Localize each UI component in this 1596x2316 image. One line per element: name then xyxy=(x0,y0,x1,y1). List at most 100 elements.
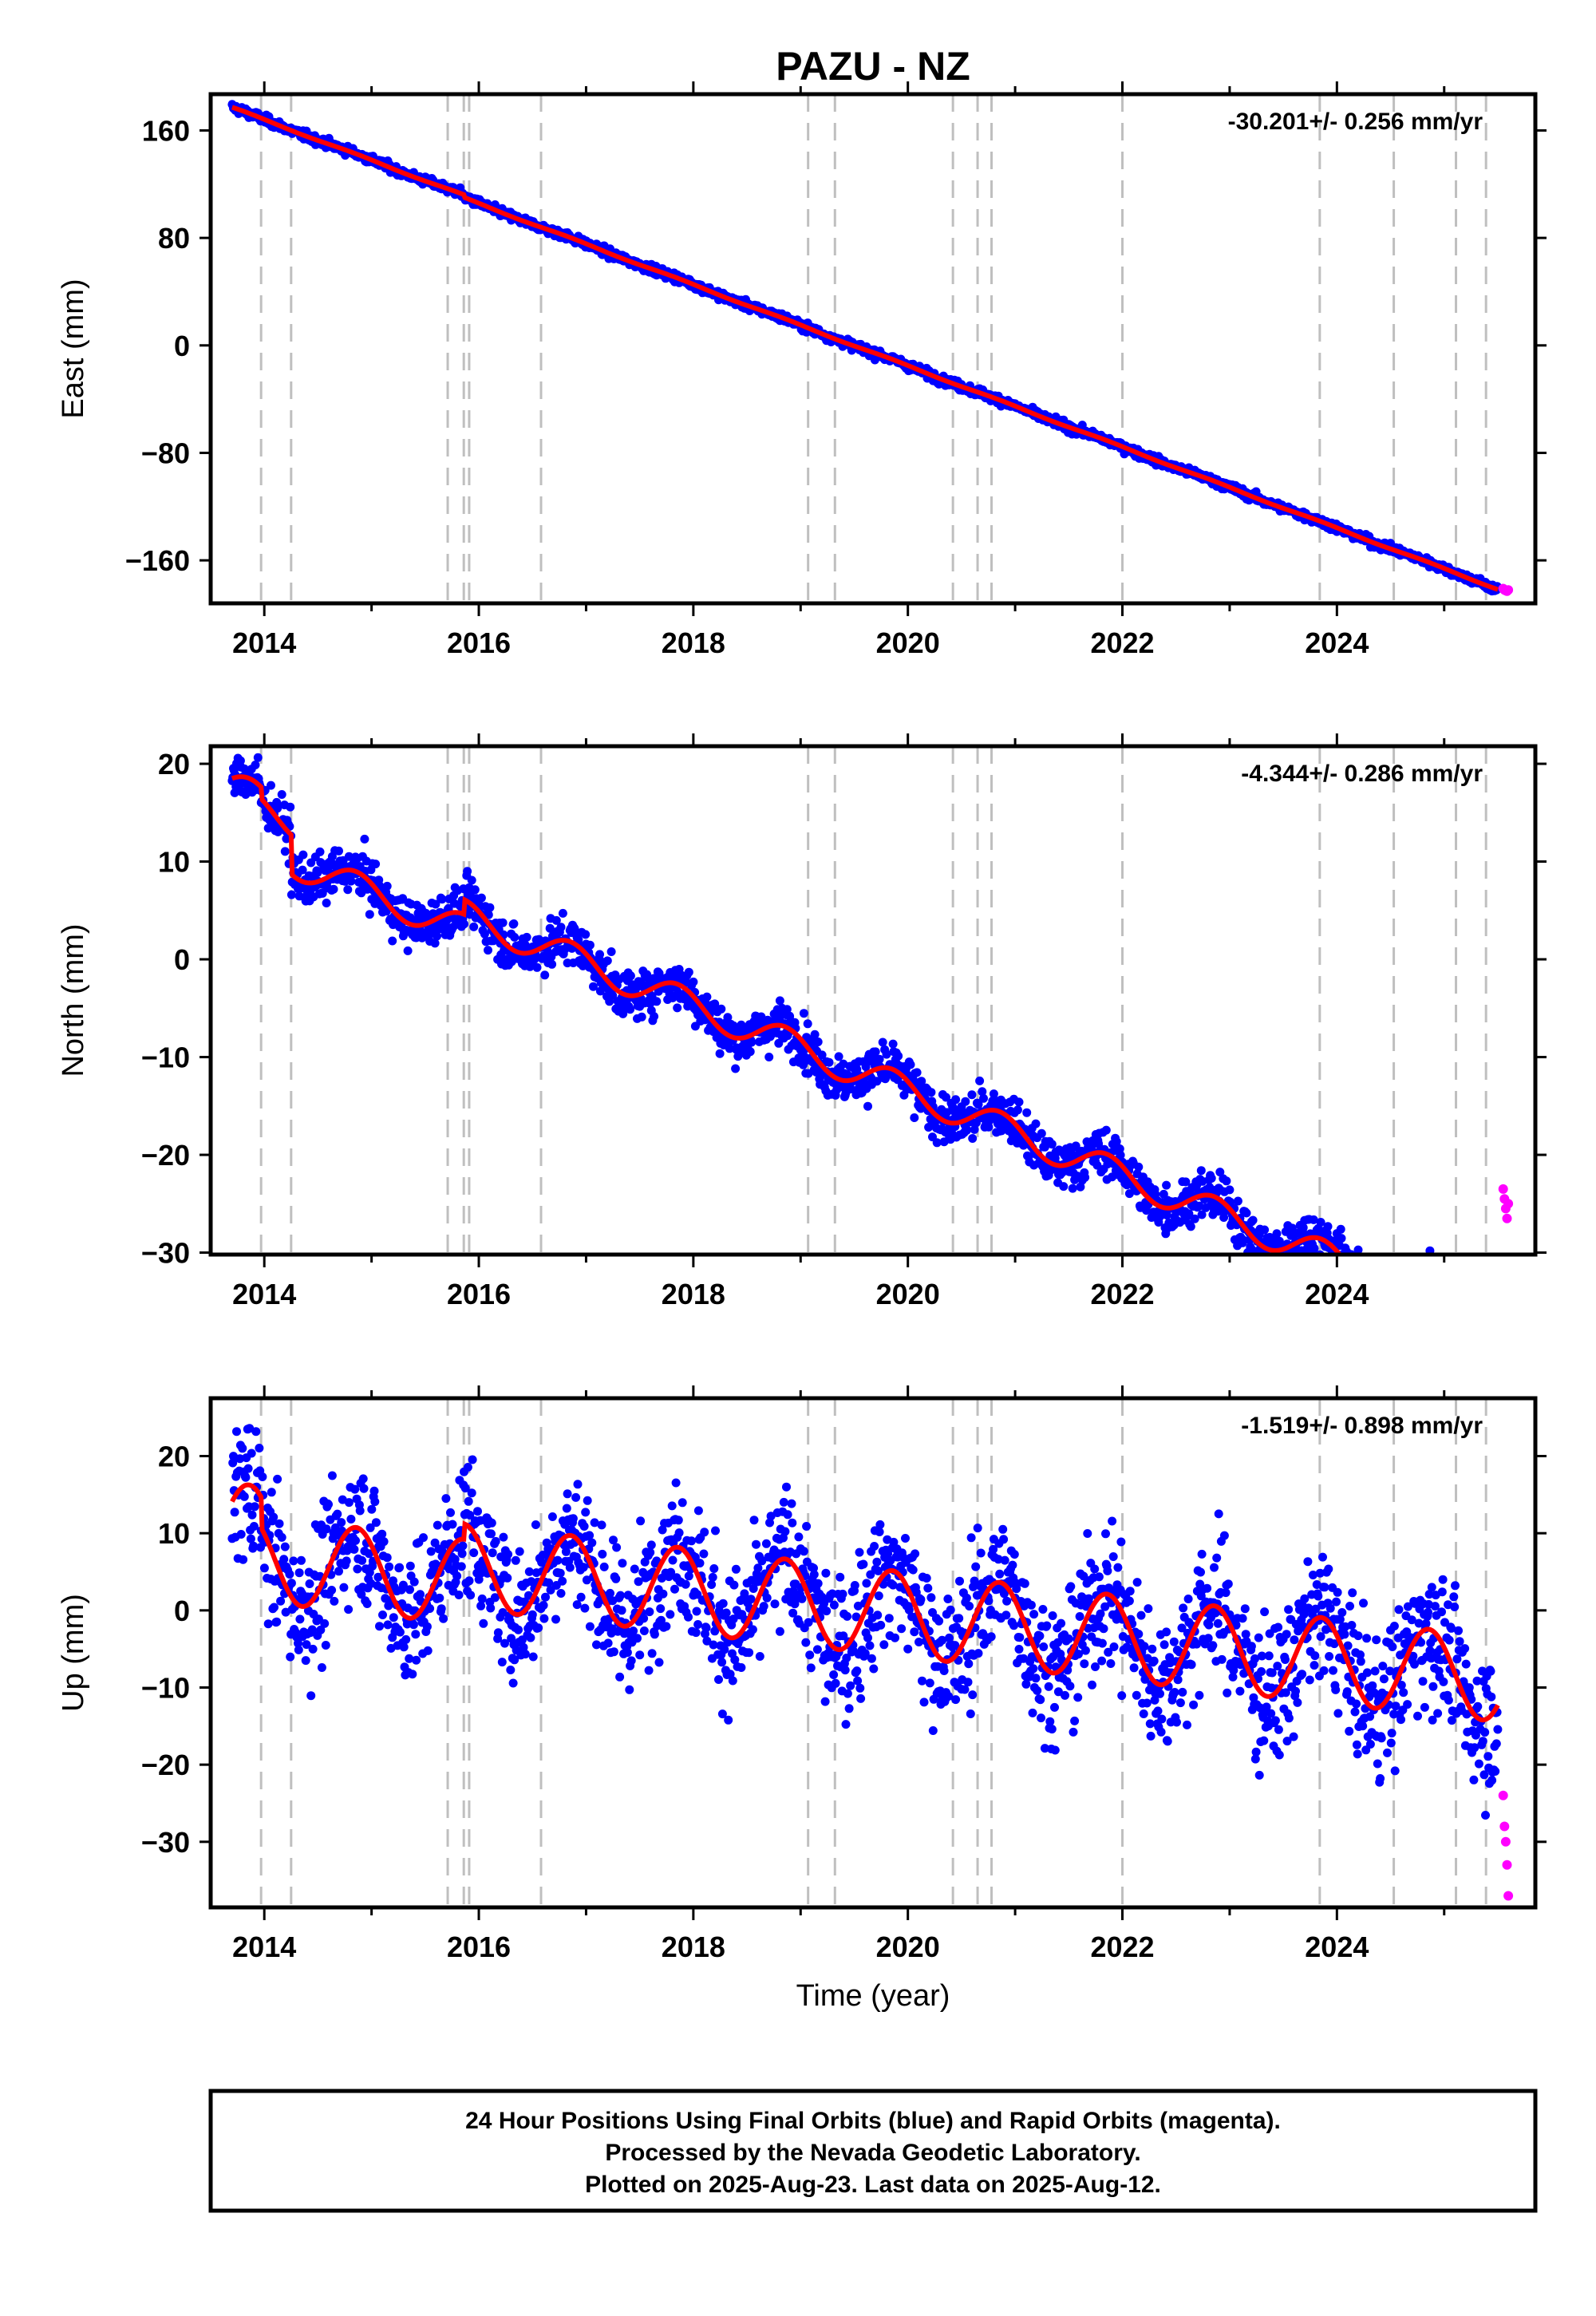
data-point-final xyxy=(1325,1256,1334,1265)
x-tick-label: 2016 xyxy=(447,1278,511,1310)
data-point-final xyxy=(617,1606,626,1615)
data-point-final xyxy=(1475,1328,1483,1337)
data-point-final xyxy=(1455,1311,1464,1320)
data-point-final xyxy=(330,1596,339,1606)
y-tick-label: −10 xyxy=(141,1041,190,1074)
data-point-final xyxy=(1462,1319,1471,1328)
data-point-final xyxy=(761,1539,771,1548)
data-point-final xyxy=(878,1037,887,1047)
data-point-final xyxy=(693,1506,703,1516)
data-point-final xyxy=(599,1562,609,1571)
data-point-final xyxy=(375,1622,384,1631)
data-point-final xyxy=(365,910,374,919)
data-point-final xyxy=(602,956,612,966)
data-point-final xyxy=(1444,1294,1453,1302)
data-point-final xyxy=(1014,1097,1024,1107)
data-point-final xyxy=(1370,1281,1379,1290)
data-point-final xyxy=(797,1594,807,1603)
data-point-final xyxy=(700,1528,709,1537)
data-point-final xyxy=(1415,1258,1424,1267)
data-point-final xyxy=(1116,1150,1125,1160)
data-point-final xyxy=(779,1497,788,1507)
data-point-final xyxy=(1349,1261,1358,1270)
data-point-final xyxy=(367,1504,377,1514)
data-point-final xyxy=(646,1540,656,1550)
data-point-final xyxy=(1428,1297,1437,1306)
data-point-final xyxy=(460,919,468,929)
data-point-final xyxy=(327,1586,337,1595)
data-point-final xyxy=(1470,1351,1479,1360)
data-point-final xyxy=(668,1555,678,1565)
data-point-final xyxy=(1436,1308,1444,1317)
data-point-final xyxy=(1464,1329,1473,1338)
data-point-final xyxy=(1395,1306,1404,1314)
data-point-final xyxy=(1409,1280,1418,1289)
data-point-final xyxy=(491,1536,500,1546)
data-point-final xyxy=(1385,1302,1393,1311)
data-point-final xyxy=(708,1572,717,1582)
plot-area-east xyxy=(227,94,1514,603)
data-point-final xyxy=(508,1678,518,1688)
data-point-final xyxy=(1190,1214,1199,1223)
y-tick-label: 0 xyxy=(174,330,190,362)
data-point-final xyxy=(689,977,698,986)
data-point-final xyxy=(635,1650,645,1660)
data-point-final xyxy=(1466,1305,1475,1314)
data-point-final xyxy=(1361,1261,1369,1270)
data-point-final xyxy=(775,996,784,1006)
data-point-final xyxy=(405,1585,414,1595)
data-point-final xyxy=(618,1559,627,1568)
data-point-final xyxy=(670,1584,679,1594)
data-point-final xyxy=(1436,1255,1444,1264)
data-point-final xyxy=(674,1516,683,1525)
data-point-final xyxy=(1467,1333,1476,1342)
data-point-final xyxy=(1428,1281,1436,1290)
data-point-final xyxy=(285,1570,294,1579)
y-axis-label: East (mm) xyxy=(57,279,90,418)
data-point-final xyxy=(370,1497,380,1507)
data-point-final xyxy=(463,867,472,876)
data-point-final xyxy=(1479,1327,1487,1336)
data-point-final xyxy=(327,1471,337,1480)
data-point-final xyxy=(1022,1108,1032,1117)
data-point-final xyxy=(1395,1294,1404,1303)
data-point-final xyxy=(1456,1307,1464,1316)
data-point-final xyxy=(1441,1298,1450,1307)
data-point-final xyxy=(1071,1141,1080,1151)
data-point-final xyxy=(351,1535,360,1545)
y-tick-label: 10 xyxy=(158,846,190,879)
data-point-final xyxy=(715,1049,725,1058)
data-point-final xyxy=(645,1607,654,1617)
data-point-final xyxy=(1360,1267,1369,1276)
data-point-final xyxy=(1402,1294,1411,1303)
data-point-final xyxy=(673,1003,682,1013)
data-point-final xyxy=(633,1634,642,1643)
data-point-final xyxy=(464,1576,474,1586)
data-point-final xyxy=(1345,1260,1354,1269)
data-point-final xyxy=(520,1650,530,1659)
data-point-final xyxy=(1492,1354,1501,1363)
data-point-final xyxy=(466,1591,476,1600)
data-point-final xyxy=(775,1626,784,1636)
data-point-final xyxy=(514,1625,523,1634)
data-point-final xyxy=(1380,1278,1389,1286)
data-point-final xyxy=(1257,1267,1266,1276)
data-point-final xyxy=(431,899,440,909)
data-point-final xyxy=(255,1444,264,1452)
data-point-final xyxy=(448,1520,457,1529)
data-point-final xyxy=(286,1652,295,1662)
data-point-final xyxy=(748,1625,757,1634)
data-point-final xyxy=(1134,1162,1144,1172)
data-point-final xyxy=(1471,1342,1479,1350)
data-point-final xyxy=(1422,1275,1431,1284)
data-point-final xyxy=(962,1125,971,1135)
data-point-final xyxy=(267,781,275,790)
data-point-final xyxy=(467,1488,476,1498)
y-tick-label: −20 xyxy=(141,1139,190,1172)
data-point-final xyxy=(473,1507,482,1516)
data-point-final xyxy=(1460,1310,1468,1319)
data-point-final xyxy=(1463,1307,1472,1316)
data-point-final xyxy=(531,1520,540,1529)
data-point-final xyxy=(1344,1269,1353,1278)
data-point-final xyxy=(589,982,598,991)
